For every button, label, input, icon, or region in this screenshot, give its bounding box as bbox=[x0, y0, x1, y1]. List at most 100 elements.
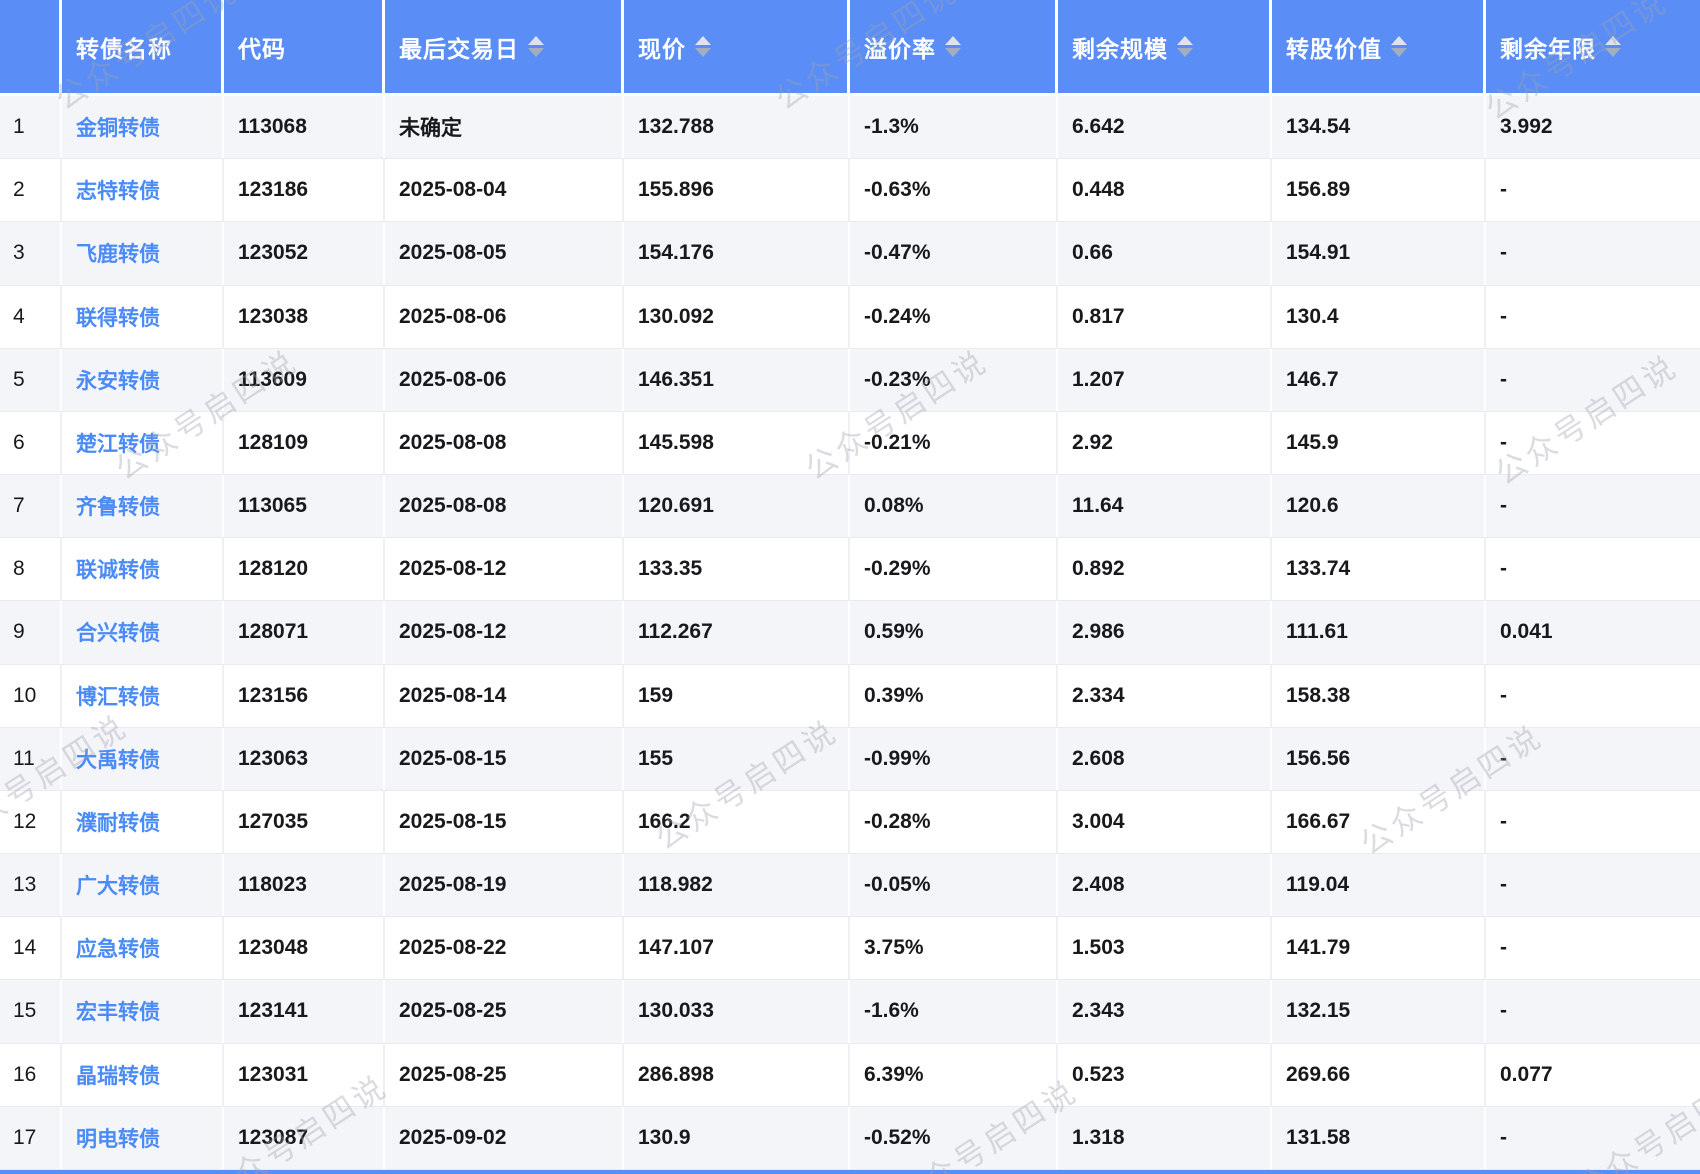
conversion-value: 166.67 bbox=[1272, 790, 1486, 854]
premium-rate: -0.21% bbox=[850, 411, 1058, 475]
row-index: 14 bbox=[0, 917, 62, 980]
last-trade-date: 2025-08-06 bbox=[385, 348, 624, 411]
table-row: 1 金铜转债 113068 未确定 132.788 -1.3% 6.642 13… bbox=[0, 96, 1700, 160]
table-row: 12 濮耐转债 127035 2025-08-15 166.2 -0.28% 3… bbox=[0, 790, 1700, 855]
column-header-code: 代码 bbox=[224, 0, 385, 93]
premium-rate: -0.63% bbox=[850, 159, 1058, 222]
conversion-value: 269.66 bbox=[1272, 1043, 1486, 1106]
column-header-last-trade-date[interactable]: 最后交易日 bbox=[385, 0, 624, 93]
row-index: 6 bbox=[0, 411, 62, 475]
premium-rate: 3.75% bbox=[850, 917, 1058, 980]
table-row: 10 博汇转债 123156 2025-08-14 159 0.39% 2.33… bbox=[0, 664, 1700, 728]
remaining-years: - bbox=[1500, 304, 1507, 328]
last-trade-date: 2025-08-08 bbox=[385, 475, 624, 538]
remaining-size: 0.523 bbox=[1058, 1043, 1272, 1106]
column-header-premium-rate[interactable]: 溢价率 bbox=[850, 0, 1058, 93]
column-header-label: 剩余年限 bbox=[1500, 35, 1596, 62]
row-index: 16 bbox=[0, 1043, 62, 1106]
bond-name-link[interactable]: 宏丰转债 bbox=[62, 980, 224, 1043]
bond-name-link[interactable]: 濮耐转债 bbox=[62, 790, 224, 854]
current-price: 154.176 bbox=[624, 222, 850, 285]
current-price: 159 bbox=[624, 664, 850, 727]
row-index: 12 bbox=[0, 790, 62, 854]
bond-name-link[interactable]: 大禹转债 bbox=[62, 727, 224, 790]
premium-rate: -1.3% bbox=[850, 96, 1058, 159]
bottom-accent-bar bbox=[0, 1170, 1700, 1174]
table-row: 11 大禹转债 123063 2025-08-15 155 -0.99% 2.6… bbox=[0, 727, 1700, 791]
last-trade-date: 2025-08-08 bbox=[385, 411, 624, 475]
conversion-value: 119.04 bbox=[1272, 854, 1486, 917]
current-price: 166.2 bbox=[624, 790, 850, 854]
remaining-years: - bbox=[1500, 367, 1507, 391]
remaining-size: 11.64 bbox=[1058, 475, 1272, 538]
bond-name-link[interactable]: 永安转债 bbox=[62, 348, 224, 411]
bond-name-link[interactable]: 金铜转债 bbox=[62, 96, 224, 159]
conversion-value: 146.7 bbox=[1272, 348, 1486, 411]
row-index: 1 bbox=[0, 96, 62, 159]
remaining-size: 0.448 bbox=[1058, 159, 1272, 222]
bond-name-link[interactable]: 明电转债 bbox=[62, 1106, 224, 1169]
remaining-years: 0.041 bbox=[1500, 620, 1553, 644]
table-body: 1 金铜转债 113068 未确定 132.788 -1.3% 6.642 13… bbox=[0, 96, 1700, 1170]
conversion-value: 120.6 bbox=[1272, 475, 1486, 538]
conversion-value: 111.61 bbox=[1272, 601, 1486, 664]
bond-name-link[interactable]: 飞鹿转债 bbox=[62, 222, 224, 285]
conversion-value: 133.74 bbox=[1272, 538, 1486, 601]
bond-code: 123063 bbox=[224, 727, 385, 790]
remaining-size: 2.608 bbox=[1058, 727, 1272, 790]
bond-name-link[interactable]: 齐鲁转债 bbox=[62, 475, 224, 538]
bond-name-link[interactable]: 联得转债 bbox=[62, 285, 224, 348]
bond-code: 128109 bbox=[224, 411, 385, 475]
column-header-current-price[interactable]: 现价 bbox=[624, 0, 850, 93]
table-row: 6 楚江转债 128109 2025-08-08 145.598 -0.21% … bbox=[0, 411, 1700, 476]
sort-caret-icon bbox=[1177, 36, 1193, 57]
premium-rate: -0.47% bbox=[850, 222, 1058, 285]
conversion-value: 132.15 bbox=[1272, 980, 1486, 1043]
last-trade-date: 2025-08-12 bbox=[385, 601, 624, 664]
bond-name-link[interactable]: 合兴转债 bbox=[62, 601, 224, 664]
bond-name-link[interactable]: 晶瑞转债 bbox=[62, 1043, 224, 1106]
current-price: 286.898 bbox=[624, 1043, 850, 1106]
remaining-years: 0.077 bbox=[1500, 1062, 1553, 1086]
table-row: 7 齐鲁转债 113065 2025-08-08 120.691 0.08% 1… bbox=[0, 475, 1700, 539]
current-price: 155.896 bbox=[624, 159, 850, 222]
premium-rate: 0.08% bbox=[850, 475, 1058, 538]
last-trade-date: 2025-08-14 bbox=[385, 664, 624, 727]
premium-rate: -0.24% bbox=[850, 285, 1058, 348]
remaining-years: - bbox=[1500, 241, 1507, 265]
premium-rate: -1.6% bbox=[850, 980, 1058, 1043]
remaining-years: - bbox=[1500, 809, 1507, 833]
column-header-remaining-size[interactable]: 剩余规模 bbox=[1058, 0, 1272, 93]
premium-rate: -0.99% bbox=[850, 727, 1058, 790]
table-header: 转债名称 代码 最后交易日 现价 溢价率 剩余规模 转股价值 剩余年限 bbox=[0, 0, 1700, 96]
last-trade-date: 2025-08-19 bbox=[385, 854, 624, 917]
row-index: 8 bbox=[0, 538, 62, 601]
table-row: 4 联得转债 123038 2025-08-06 130.092 -0.24% … bbox=[0, 285, 1700, 349]
remaining-size: 2.986 bbox=[1058, 601, 1272, 664]
last-trade-date: 2025-08-22 bbox=[385, 917, 624, 980]
table-row: 8 联诚转债 128120 2025-08-12 133.35 -0.29% 0… bbox=[0, 538, 1700, 602]
premium-rate: -0.23% bbox=[850, 348, 1058, 411]
bond-code: 113068 bbox=[224, 96, 385, 159]
bond-name-link[interactable]: 志特转债 bbox=[62, 159, 224, 222]
bond-name-link[interactable]: 广大转债 bbox=[62, 854, 224, 917]
bond-code: 123141 bbox=[224, 980, 385, 1043]
conversion-value: 156.89 bbox=[1272, 159, 1486, 222]
column-header-conversion-value[interactable]: 转股价值 bbox=[1272, 0, 1486, 93]
remaining-years: - bbox=[1500, 936, 1507, 960]
remaining-size: 6.642 bbox=[1058, 96, 1272, 159]
bond-name-link[interactable]: 楚江转债 bbox=[62, 411, 224, 475]
bond-name-link[interactable]: 联诚转债 bbox=[62, 538, 224, 601]
bond-code: 127035 bbox=[224, 790, 385, 854]
last-trade-date: 2025-08-15 bbox=[385, 727, 624, 790]
column-header-remaining-years[interactable]: 剩余年限 bbox=[1486, 0, 1700, 93]
remaining-years: - bbox=[1500, 999, 1507, 1023]
remaining-size: 0.66 bbox=[1058, 222, 1272, 285]
table-row: 2 志特转债 123186 2025-08-04 155.896 -0.63% … bbox=[0, 159, 1700, 223]
bond-name-link[interactable]: 应急转债 bbox=[62, 917, 224, 980]
bond-name-link[interactable]: 博汇转债 bbox=[62, 664, 224, 727]
bond-code: 113609 bbox=[224, 348, 385, 411]
conversion-value: 145.9 bbox=[1272, 411, 1486, 475]
conversion-value: 131.58 bbox=[1272, 1106, 1486, 1169]
